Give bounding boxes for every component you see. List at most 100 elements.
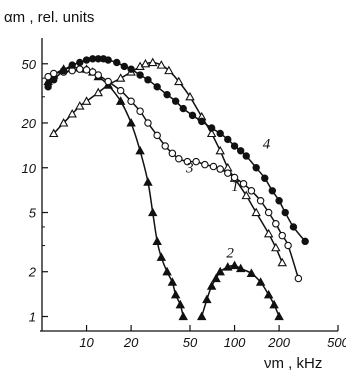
data-point-series-4 [230, 142, 239, 150]
data-point-series-1 [75, 101, 85, 110]
data-point-series-3 [264, 208, 273, 217]
data-point-series-4 [179, 104, 187, 113]
data-point-series-3 [183, 157, 192, 166]
data-point-series-1 [48, 128, 59, 138]
x-tick-label: 10 [79, 335, 94, 350]
x-tick-label: 20 [123, 335, 139, 350]
data-point-series-4 [136, 71, 144, 79]
data-point-series-4 [120, 62, 129, 71]
data-point-series-3 [94, 71, 103, 79]
data-point-series-4 [127, 65, 135, 73]
data-point-series-4 [252, 164, 260, 172]
data-point-series-3 [153, 131, 161, 140]
data-point-series-2 [115, 96, 126, 105]
y-tick-label: 5 [29, 206, 37, 221]
data-point-series-4 [82, 56, 91, 64]
data-point-series-4 [207, 124, 216, 132]
data-point-series-1 [241, 190, 252, 200]
data-point-series-1 [215, 145, 225, 155]
series-line-2 [47, 66, 184, 317]
data-point-series-4 [275, 197, 283, 205]
data-point-series-2 [206, 281, 217, 290]
data-point-series-2 [170, 289, 181, 299]
data-point-series-2 [175, 299, 186, 309]
data-point-series-4 [268, 187, 277, 195]
data-point-series-3 [201, 160, 209, 169]
data-point-series-3 [284, 241, 292, 250]
data-point-series-1 [147, 57, 158, 67]
data-point-series-2 [246, 268, 257, 277]
axes-layer: 1 2 5 10 20 50 10 20 50 100 200 500 [21, 38, 346, 350]
x-tick-label: 200 [267, 335, 290, 350]
x-axis-label: νm , kHz [264, 355, 322, 372]
data-point-series-2 [135, 145, 145, 155]
data-point-series-3 [256, 197, 265, 205]
data-point-series-1 [164, 65, 174, 75]
data-point-series-4 [236, 147, 245, 155]
data-point-series-1 [58, 118, 69, 127]
markers-layer [43, 55, 309, 321]
data-point-series-1 [93, 87, 104, 97]
data-point-series-3 [82, 66, 91, 74]
data-point-series-3 [161, 142, 169, 150]
data-point-series-4 [281, 208, 289, 217]
data-point-series-3 [192, 157, 200, 166]
data-point-series-2 [156, 252, 167, 261]
y-tick-label: 1 [29, 310, 36, 325]
data-point-series-4 [68, 61, 76, 69]
data-point-series-4 [50, 76, 58, 84]
data-point-series-2 [162, 266, 172, 276]
data-point-series-3 [230, 173, 239, 182]
data-point-series-2 [269, 299, 279, 309]
data-point-series-4 [144, 76, 152, 84]
data-point-series-1 [67, 109, 77, 118]
data-point-series-3 [272, 220, 280, 228]
data-point-series-1 [185, 91, 195, 101]
data-point-series-4 [59, 66, 68, 75]
y-axis-label: αm , rel. units [4, 9, 94, 26]
data-point-series-3 [224, 169, 232, 177]
labels-layer: αm , rel. units νm , kHz 1 2 3 4 [4, 9, 322, 372]
data-point-series-3 [127, 97, 135, 105]
data-point-series-4 [188, 111, 197, 120]
data-point-series-3 [144, 119, 152, 127]
data-point-series-3 [278, 231, 286, 240]
data-point-series-2 [147, 207, 158, 217]
data-point-series-3 [136, 107, 144, 115]
data-point-series-1 [271, 242, 281, 252]
data-point-series-4 [113, 58, 121, 67]
curve-label-4: 4 [263, 136, 271, 152]
data-point-series-1 [251, 207, 261, 217]
data-point-series-4 [289, 223, 298, 231]
data-point-series-4 [44, 83, 52, 91]
data-point-series-4 [224, 135, 232, 144]
data-point-series-1 [81, 96, 92, 105]
data-point-series-4 [171, 97, 180, 105]
data-point-series-4 [261, 174, 269, 182]
curve-label-3: 3 [185, 160, 194, 176]
data-point-series-3 [88, 68, 97, 76]
data-point-series-2 [196, 311, 207, 321]
data-point-series-4 [301, 237, 309, 246]
data-point-series-3 [168, 149, 177, 158]
data-point-series-2 [255, 277, 266, 286]
data-point-series-4 [242, 152, 250, 160]
data-point-series-2 [211, 273, 221, 283]
data-point-series-2 [229, 260, 240, 270]
data-point-series-1 [140, 58, 151, 68]
data-point-series-3 [44, 72, 52, 81]
data-point-series-4 [216, 129, 224, 138]
series-line-2 [200, 264, 280, 317]
data-point-series-3 [209, 162, 218, 171]
data-point-series-4 [104, 56, 112, 64]
data-point-series-3 [216, 165, 224, 173]
data-point-series-2 [215, 266, 225, 276]
data-point-series-4 [153, 83, 161, 91]
x-tick-label: 50 [183, 335, 198, 350]
data-point-series-1 [115, 73, 126, 82]
data-point-series-2 [143, 177, 153, 186]
x-tick-label: 100 [224, 335, 246, 350]
data-point-series-3 [104, 77, 112, 86]
data-point-series-3 [49, 69, 58, 78]
